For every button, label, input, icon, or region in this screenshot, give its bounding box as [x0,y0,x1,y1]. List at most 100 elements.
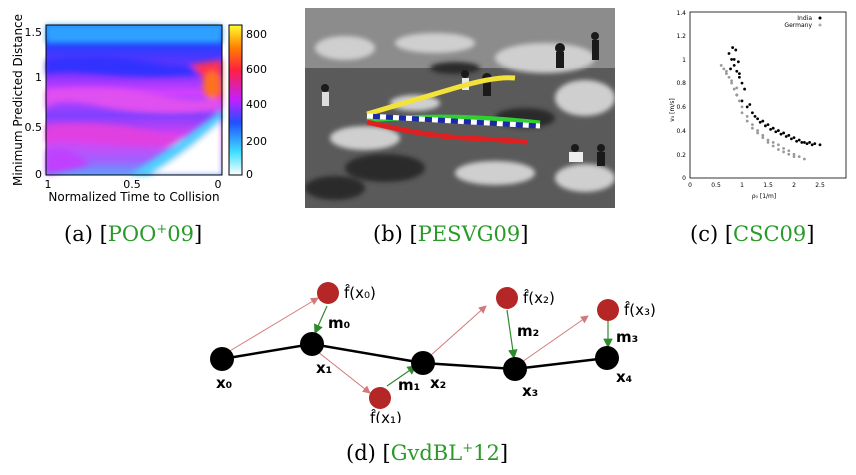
legend-india: India [797,15,812,22]
node-label-x0: x₀ [216,374,232,392]
citation-link[interactable]: PESVG09 [417,222,521,246]
scatter-point-india [769,127,772,131]
y-tick: 0.8 [676,80,686,87]
x-tick: 1 [45,178,52,191]
scatter-point-india [738,75,741,79]
state-node-2 [411,351,435,375]
scatter-point-india [731,46,735,49]
motion-label-1: m₁ [398,376,420,394]
edge-m0 [314,305,328,335]
caption-a: (a) [POO+09] [64,222,203,246]
scatter-point-india [753,114,757,118]
x-tick: 0.5 [123,178,141,191]
scatter-point-india [782,131,785,135]
prediction-label-2: f̂(x₂) [523,288,555,307]
scatter-point-germany [797,155,801,159]
scatter-point-india [792,136,796,140]
scatter-point-germany [751,123,754,127]
scatter-point-india [736,60,740,64]
caption-d: (d) [GvdBL+12] [346,441,509,465]
scatter-point-germany [792,152,796,156]
caption-label: (d) [346,441,376,465]
scatter-point-germany [787,149,791,153]
y-tick: 0 [35,168,42,181]
scatter-point-india [797,138,801,142]
scatter-point-germany [756,131,759,135]
caption-b: (b) [PESVG09] [373,222,529,246]
scatter-point-india [730,58,733,61]
scatter-point-india [745,105,749,109]
y-axis-label: Minimum Predicted Distance [11,14,25,186]
state-node-1 [300,332,324,356]
heatmap-figure: 0 0.5 1 1.5 1 0.5 0 Normalized Time to C… [11,14,267,204]
scatter-point-india [758,120,762,124]
prediction-label-3: f̂(x₃) [624,300,656,319]
scatter-point-india [803,141,806,144]
citation-link[interactable]: POO+09 [107,222,194,246]
prediction-label-0: f̂(x₀) [344,283,376,302]
legend-marker-germany [818,23,822,27]
scatter-point-germany [745,119,749,123]
scatter-point-india [774,130,778,134]
colorbar-tick: 0 [246,168,253,181]
x-tick: 2.5 [815,182,825,189]
x-tick: 0 [215,178,222,191]
state-node-4 [595,346,619,370]
scatter-point-germany [803,157,806,161]
scatter-point-germany [756,129,759,132]
node-label-x3: x₃ [522,382,538,400]
scatter-point-india [787,133,791,137]
scatter-point-germany [735,93,739,97]
scatter-point-germany [745,114,749,118]
scatter-point-india [808,141,811,144]
scatter-point-germany [740,105,744,109]
scatter-point-india [743,87,746,91]
x-tick: 1 [740,182,744,189]
y-tick: 1.4 [676,10,686,17]
scatter-point-germany [777,148,780,151]
scatter-point-india [818,143,822,147]
motion-label-3: m₃ [616,328,638,346]
scatter-point-india [756,117,759,121]
caption-c: (c) [CSC09] [690,222,815,246]
edge-x1-f1 [317,351,371,394]
legend-marker-india [818,16,822,20]
state-node-0 [210,347,234,371]
colorbar-tick: 400 [246,98,267,111]
scatter-point-germany [719,63,723,67]
scatter-point-india [761,119,765,123]
scatter-points [719,46,822,161]
citation-link[interactable]: GvdBL+12 [390,441,500,465]
caption-label: (b) [373,222,403,246]
node-label-x4: x₄ [616,368,632,386]
pedestrian-photo [305,8,615,208]
caption-label: (a) [64,222,93,246]
scatter-point-germany [771,141,775,144]
colorbar [228,24,243,176]
scatter-point-india [729,67,732,71]
y-axis-label: v₀ [m/s] [669,98,676,122]
scatter-point-germany [761,136,765,140]
edge-m1 [386,365,417,387]
citation-link[interactable]: CSC09 [733,222,807,246]
scatter-point-india [784,135,788,138]
scatter-point-germany [730,81,733,85]
y-tick: 0.6 [676,104,686,111]
x-axis-label: ρ₀ [1/m] [752,193,777,200]
scatter-point-india [795,139,798,143]
scatter-point-germany [722,67,726,71]
scatter-point-germany [751,126,754,130]
panel-c-scatter: v₀ [m/s] ρ₀ [1/m] 0 0.2 0.4 0.6 0.8 1 1.… [660,0,856,200]
scatter-point-india [738,72,741,76]
plot-frame [689,11,847,179]
legend: India Germany [784,15,822,29]
scatter-point-germany [740,111,744,115]
scatter-point-germany [787,152,791,156]
scatter-point-india [727,52,731,55]
colorbar-tick: 200 [246,135,267,148]
x-tick: 0.5 [711,182,721,189]
scatter-point-india [771,126,775,130]
scatter-point-india [734,48,738,52]
motion-label-2: m₂ [517,322,539,340]
y-tick: 1.5 [25,26,43,39]
